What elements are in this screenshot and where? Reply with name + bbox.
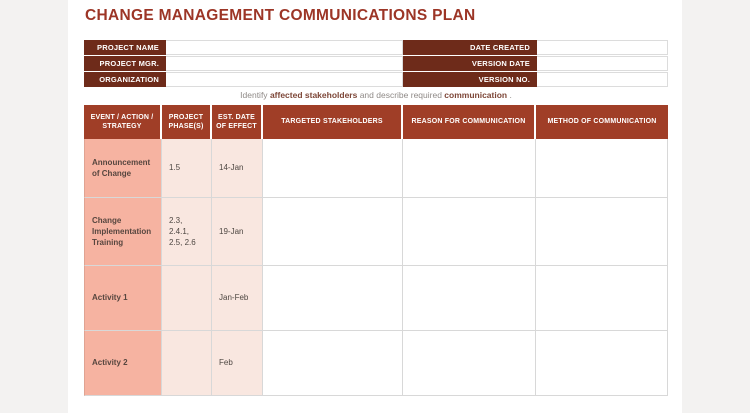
column-header-reason: REASON FOR COMMUNICATION — [403, 105, 536, 139]
organization-label: ORGANIZATION — [84, 72, 166, 87]
cell-event[interactable]: Activity 1 — [84, 266, 162, 331]
cell-stakeholders[interactable] — [263, 331, 403, 396]
date-created-label: DATE CREATED — [403, 40, 537, 55]
project-info-left: PROJECT NAME PROJECT MGR. ORGANIZATION — [84, 40, 403, 87]
cell-reason[interactable] — [403, 139, 536, 198]
column-header-method: METHOD OF COMMUNICATION — [536, 105, 668, 139]
cell-method[interactable] — [536, 266, 668, 331]
organization-field[interactable] — [166, 72, 403, 87]
cell-method[interactable] — [536, 331, 668, 396]
cell-event[interactable]: Activity 2 — [84, 331, 162, 396]
instruction-segment: Identify — [240, 90, 270, 100]
cell-event[interactable]: Announcement of Change — [84, 139, 162, 198]
cell-stakeholders[interactable] — [263, 266, 403, 331]
version-date-label: VERSION DATE — [403, 56, 537, 71]
cell-reason[interactable] — [403, 266, 536, 331]
version-no-field[interactable] — [537, 72, 668, 87]
column-header-phases: PROJECT PHASE(S) — [162, 105, 212, 139]
cell-reason[interactable] — [403, 331, 536, 396]
cell-phases[interactable]: 2.3, 2.4.1, 2.5, 2.6 — [162, 198, 212, 266]
project-info-right: DATE CREATED VERSION DATE VERSION NO. — [403, 40, 668, 87]
project-name-label: PROJECT NAME — [84, 40, 166, 55]
cell-date[interactable]: 19-Jan — [212, 198, 263, 266]
project-name-field[interactable] — [166, 40, 403, 55]
cell-date[interactable]: Jan-Feb — [212, 266, 263, 331]
project-mgr-label: PROJECT MGR. — [84, 56, 166, 71]
column-header-date: EST. DATE OF EFFECT — [212, 105, 263, 139]
cell-phases[interactable] — [162, 266, 212, 331]
instruction-segment: . — [507, 90, 512, 100]
version-date-field[interactable] — [537, 56, 668, 71]
project-mgr-field[interactable] — [166, 56, 403, 71]
communications-plan-table: EVENT / ACTION / STRATEGY PROJECT PHASE(… — [84, 105, 668, 396]
version-no-label: VERSION NO. — [403, 72, 537, 87]
cell-phases[interactable]: 1.5 — [162, 139, 212, 198]
cell-phases[interactable] — [162, 331, 212, 396]
instruction-segment: and describe required — [357, 90, 445, 100]
instruction-segment-bold: affected stakeholders — [269, 90, 358, 100]
cell-stakeholders[interactable] — [263, 198, 403, 266]
cell-method[interactable] — [536, 198, 668, 266]
instruction-segment-bold: communication — [444, 90, 508, 100]
column-header-event: EVENT / ACTION / STRATEGY — [84, 105, 162, 139]
instruction-text: Identify affected stakeholders and descr… — [84, 90, 668, 100]
page-title: CHANGE MANAGEMENT COMMUNICATIONS PLAN — [85, 7, 476, 24]
document-page: CHANGE MANAGEMENT COMMUNICATIONS PLAN PR… — [68, 0, 682, 413]
column-header-stakeholders: TARGETED STAKEHOLDERS — [263, 105, 403, 139]
cell-method[interactable] — [536, 139, 668, 198]
cell-reason[interactable] — [403, 198, 536, 266]
cell-stakeholders[interactable] — [263, 139, 403, 198]
date-created-field[interactable] — [537, 40, 668, 55]
cell-date[interactable]: 14-Jan — [212, 139, 263, 198]
cell-event[interactable]: Change Implementation Training — [84, 198, 162, 266]
cell-date[interactable]: Feb — [212, 331, 263, 396]
